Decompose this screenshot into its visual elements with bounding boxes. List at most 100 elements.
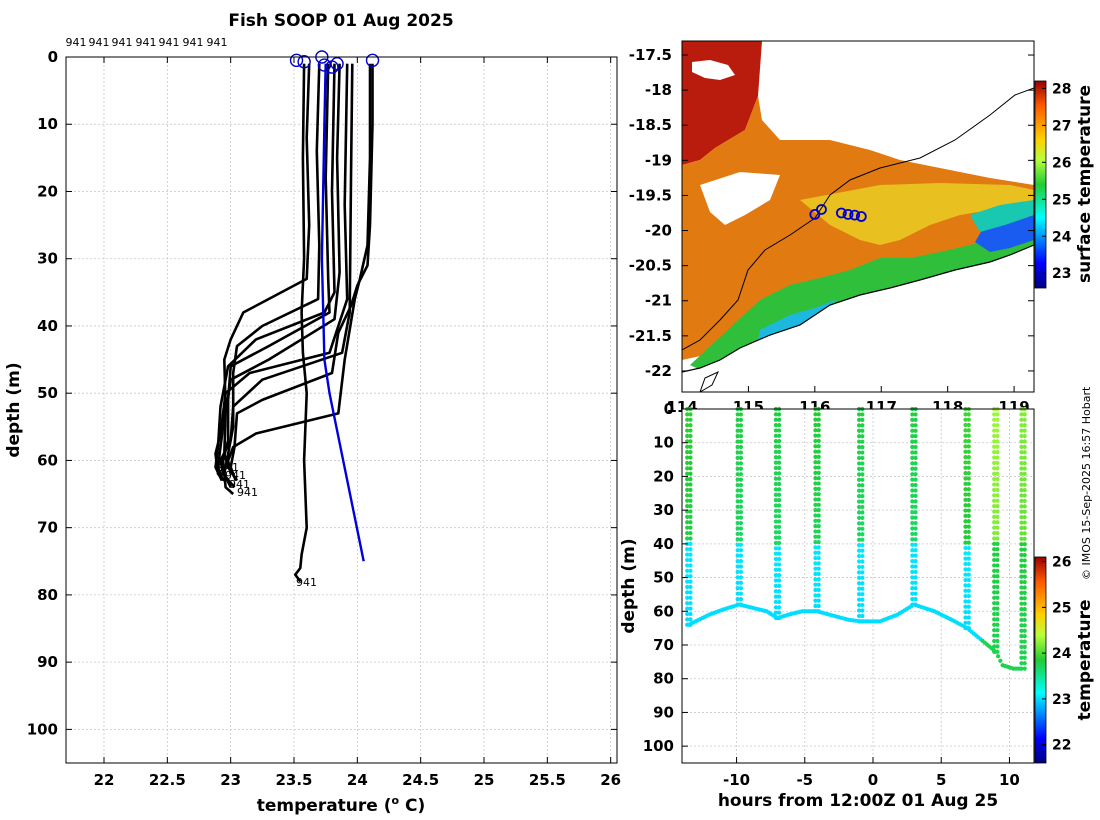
cast-8-point [992,536,997,541]
cast-6-point [910,591,915,596]
cast-1-point [685,428,690,433]
cast-7-point [966,433,971,438]
profiles-y-tick-label: 60 [37,451,58,469]
cast-7-point [963,567,968,572]
cast-1-point [688,460,693,466]
cast-7-point [966,508,971,513]
time-depth-y-tick-label: 80 [653,670,674,688]
cast-4-point [813,555,818,561]
cast-5-point [860,434,865,439]
cast-8-point [992,557,997,563]
cast-3-point [773,439,778,444]
temperature-colorbar-ticks: 26 25 24 23 22 [1042,555,1072,754]
cast-8-point [992,525,997,530]
cast-1-point [688,514,693,519]
cast-9-point [1022,498,1027,504]
cast-7-point [966,540,971,545]
cast-9-point [1022,634,1027,639]
sst-colorbar-tick-label: 25 [1052,192,1071,208]
cast-7-point [966,588,971,593]
cast-5-point [856,450,862,455]
sst-blue-coastal [975,212,1034,252]
cast-9-point [1022,590,1027,595]
cast-2-point [738,504,744,509]
cast-6-point [913,586,918,591]
cast-1-point [685,433,690,439]
cast-5-point [856,483,862,488]
cast-3-point [773,540,778,546]
time-depth-y-ticks: 0 10 20 30 40 50 60 70 80 90 100 [643,400,688,755]
cast-3-point [777,594,782,599]
profiles-top-labels: 941 941 941 941 941 941 941 [66,36,228,49]
cast-9-point [1022,579,1027,585]
cast-1-point [688,455,693,460]
cast-5-point [856,466,862,472]
profiles-y-tick-label: 0 [48,48,58,66]
cast-3-point [773,498,778,503]
cast-8-point [995,525,1000,530]
cast-4-point [816,598,821,603]
time-depth-y-tick-label: 100 [643,737,674,755]
cast-1-point [685,455,690,460]
cast-5-point [856,412,862,417]
cast-9-point [1022,482,1027,487]
cast-9-point [1019,590,1024,595]
cast-6-point [910,488,915,493]
cast-6-point [913,597,918,602]
cast-6-point [910,439,915,444]
cast-1-point [685,450,690,455]
cast-7-point [966,593,971,599]
cast-6-point [910,586,915,591]
cast-8-point [992,455,997,460]
cast-8-point [992,611,997,617]
cast-7-point [963,433,968,438]
cast-7-point [966,449,971,454]
cast-4-point [816,513,821,518]
cast-8-point [995,487,1000,493]
cast-3-point [773,428,778,433]
profiles-top-label: 941 [89,36,110,49]
cast-8-point [995,617,1000,622]
cast-8-point [995,568,1000,573]
cast-2-point [735,444,740,450]
cast-9-point [1022,628,1027,633]
cast-4-point [816,476,821,481]
cast-3-point [773,508,778,513]
cast-2-point [735,477,740,482]
cast-7-point [963,556,968,561]
cast-8-point [995,466,1000,471]
cast-9-point [1022,623,1027,628]
cast-8-point [995,503,1000,509]
cast-4-point [816,465,821,470]
temperature-colorbar-tick-label: 23 [1052,692,1071,708]
cast-4-point [816,529,821,534]
cast-7-point [963,465,968,470]
cast-1-point [685,460,690,466]
cast-9-point [1022,412,1027,417]
cast-8-point [995,428,1000,433]
cast-1-point [688,563,693,568]
cast-4-point [813,603,818,609]
cast-6-point [913,461,918,466]
cast-4-point [813,481,818,486]
cast-9-point [1019,547,1024,552]
sst-y-tick-label: -18.5 [629,116,672,134]
cast-6-point [913,548,918,553]
cast-7-point [966,460,971,465]
cast-3-point [777,433,782,438]
cast-9-point [1022,493,1027,498]
cast-9-point [1022,617,1027,623]
profile-8-line [219,63,354,489]
time-depth-y-label: depth (m) [619,538,639,633]
ship-position-marker [842,208,854,220]
cast-2-point [735,412,740,417]
cast-4-point [813,593,818,598]
cast-8-point [992,601,997,606]
cast-6-point [910,553,915,558]
temperature-colorbar-tick-label: 26 [1052,555,1071,571]
time-depth-y-tick-label: 10 [653,434,674,452]
cast-4-point [813,454,818,460]
cast-9-point [1022,433,1027,439]
cast-3-point [777,519,782,524]
